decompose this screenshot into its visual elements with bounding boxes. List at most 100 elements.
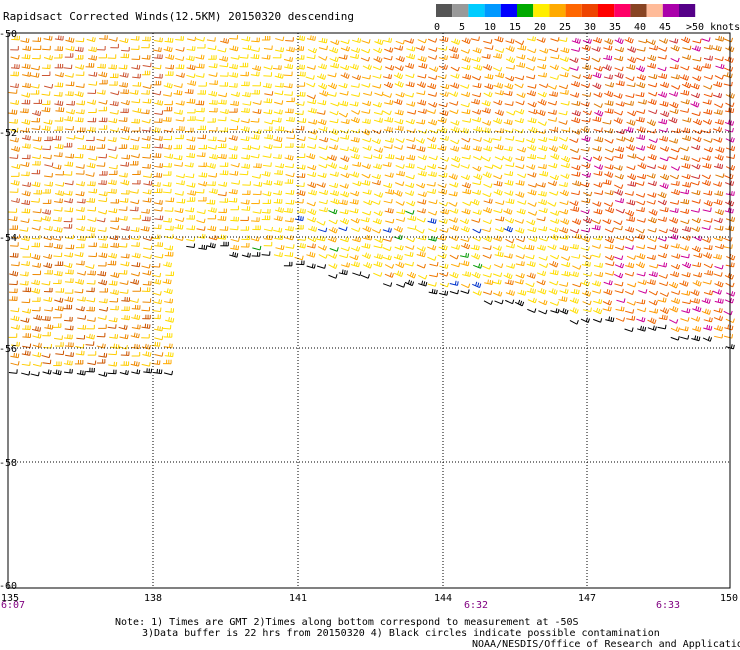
wind-barb — [550, 154, 559, 160]
wind-barb — [229, 35, 237, 39]
wind-barb — [638, 39, 647, 43]
wind-barb — [296, 55, 304, 59]
wind-barb — [462, 56, 471, 62]
wind-barb — [572, 155, 580, 159]
wind-barb — [198, 162, 206, 166]
wind-barb — [152, 279, 160, 284]
wind-barb — [605, 82, 614, 87]
wind-barb — [142, 324, 150, 329]
wind-barb — [603, 45, 612, 50]
wind-barb — [55, 171, 63, 175]
wind-barb — [449, 174, 458, 180]
wind-barb — [725, 108, 733, 113]
wind-barb — [141, 226, 149, 231]
wind-barb — [559, 111, 567, 115]
wind-barb — [484, 184, 493, 188]
wind-barb — [704, 147, 713, 152]
wind-barb — [671, 181, 679, 185]
wind-barb — [241, 119, 249, 123]
wind-barb — [659, 136, 668, 141]
wind-barb — [394, 73, 402, 79]
wind-barb — [33, 362, 41, 366]
wind-barb — [671, 327, 680, 332]
wind-barb — [75, 135, 83, 139]
wind-barb — [263, 109, 271, 113]
wind-barb — [130, 145, 138, 150]
wind-barb — [43, 155, 51, 159]
wind-barb — [473, 263, 482, 268]
wind-barb — [11, 198, 19, 203]
wind-barb — [592, 146, 601, 151]
wind-barb — [273, 54, 281, 58]
wind-barb — [330, 119, 338, 123]
wind-barb — [86, 264, 95, 268]
wind-barb — [516, 238, 525, 242]
wind-barb — [297, 118, 305, 122]
wind-barb — [592, 220, 601, 224]
wind-barb — [285, 108, 293, 112]
wind-barb — [526, 255, 535, 259]
wind-barb — [658, 55, 667, 59]
wind-barb — [451, 73, 460, 78]
wind-barb — [539, 300, 548, 305]
wind-barb — [691, 145, 700, 150]
wind-barb — [42, 100, 50, 104]
wind-barb — [142, 144, 150, 148]
wind-barb — [671, 298, 680, 304]
wind-barb — [658, 119, 667, 124]
wind-barb — [372, 229, 381, 233]
wind-barb — [11, 55, 20, 59]
wind-barb — [43, 370, 52, 375]
wind-barb — [405, 210, 414, 214]
wind-barb — [319, 156, 328, 160]
wind-barb — [21, 371, 30, 375]
wind-barb — [319, 38, 327, 43]
wind-barb — [517, 245, 526, 249]
wind-barb — [9, 281, 17, 285]
wind-barb — [10, 100, 18, 104]
wind-barb — [264, 120, 273, 124]
wind-barb — [559, 182, 567, 187]
wind-barb — [341, 247, 350, 251]
wind-barb — [460, 219, 469, 224]
wind-barb — [660, 244, 669, 249]
wind-barb — [482, 127, 491, 132]
wind-barb — [383, 237, 392, 241]
wind-barb — [627, 301, 636, 305]
wind-barb — [220, 170, 228, 174]
wind-barb — [251, 90, 259, 94]
wind-barb — [572, 38, 581, 43]
wind-barb — [715, 75, 723, 79]
wind-barb — [702, 226, 710, 230]
wind-barb — [285, 190, 293, 194]
wind-barb — [460, 261, 469, 266]
wind-barb — [571, 289, 579, 294]
wind-barb — [141, 110, 149, 114]
wind-barb — [108, 351, 116, 355]
wind-barb — [625, 263, 634, 268]
wind-barb — [143, 84, 151, 88]
wind-barb — [253, 163, 261, 167]
wind-barb — [669, 91, 678, 96]
wind-barb — [461, 145, 470, 150]
wind-barb — [264, 126, 272, 130]
wind-barb — [131, 154, 140, 158]
wind-barb — [32, 170, 40, 174]
wind-barb — [506, 290, 515, 296]
wind-barb — [516, 101, 525, 105]
wind-barb — [626, 216, 634, 221]
wind-barb — [636, 109, 645, 113]
wind-barb — [570, 66, 579, 70]
wind-barb — [660, 101, 669, 106]
wind-barb — [660, 157, 669, 161]
wind-barb — [185, 207, 193, 211]
wind-barb — [253, 191, 261, 195]
wind-barb — [31, 243, 39, 247]
wind-barb — [571, 47, 580, 51]
wind-barb — [164, 299, 172, 303]
wind-barb — [682, 174, 691, 179]
wind-barb — [329, 145, 338, 150]
wind-barb — [472, 272, 480, 278]
wind-barb — [208, 207, 216, 212]
wind-barb — [340, 91, 348, 95]
